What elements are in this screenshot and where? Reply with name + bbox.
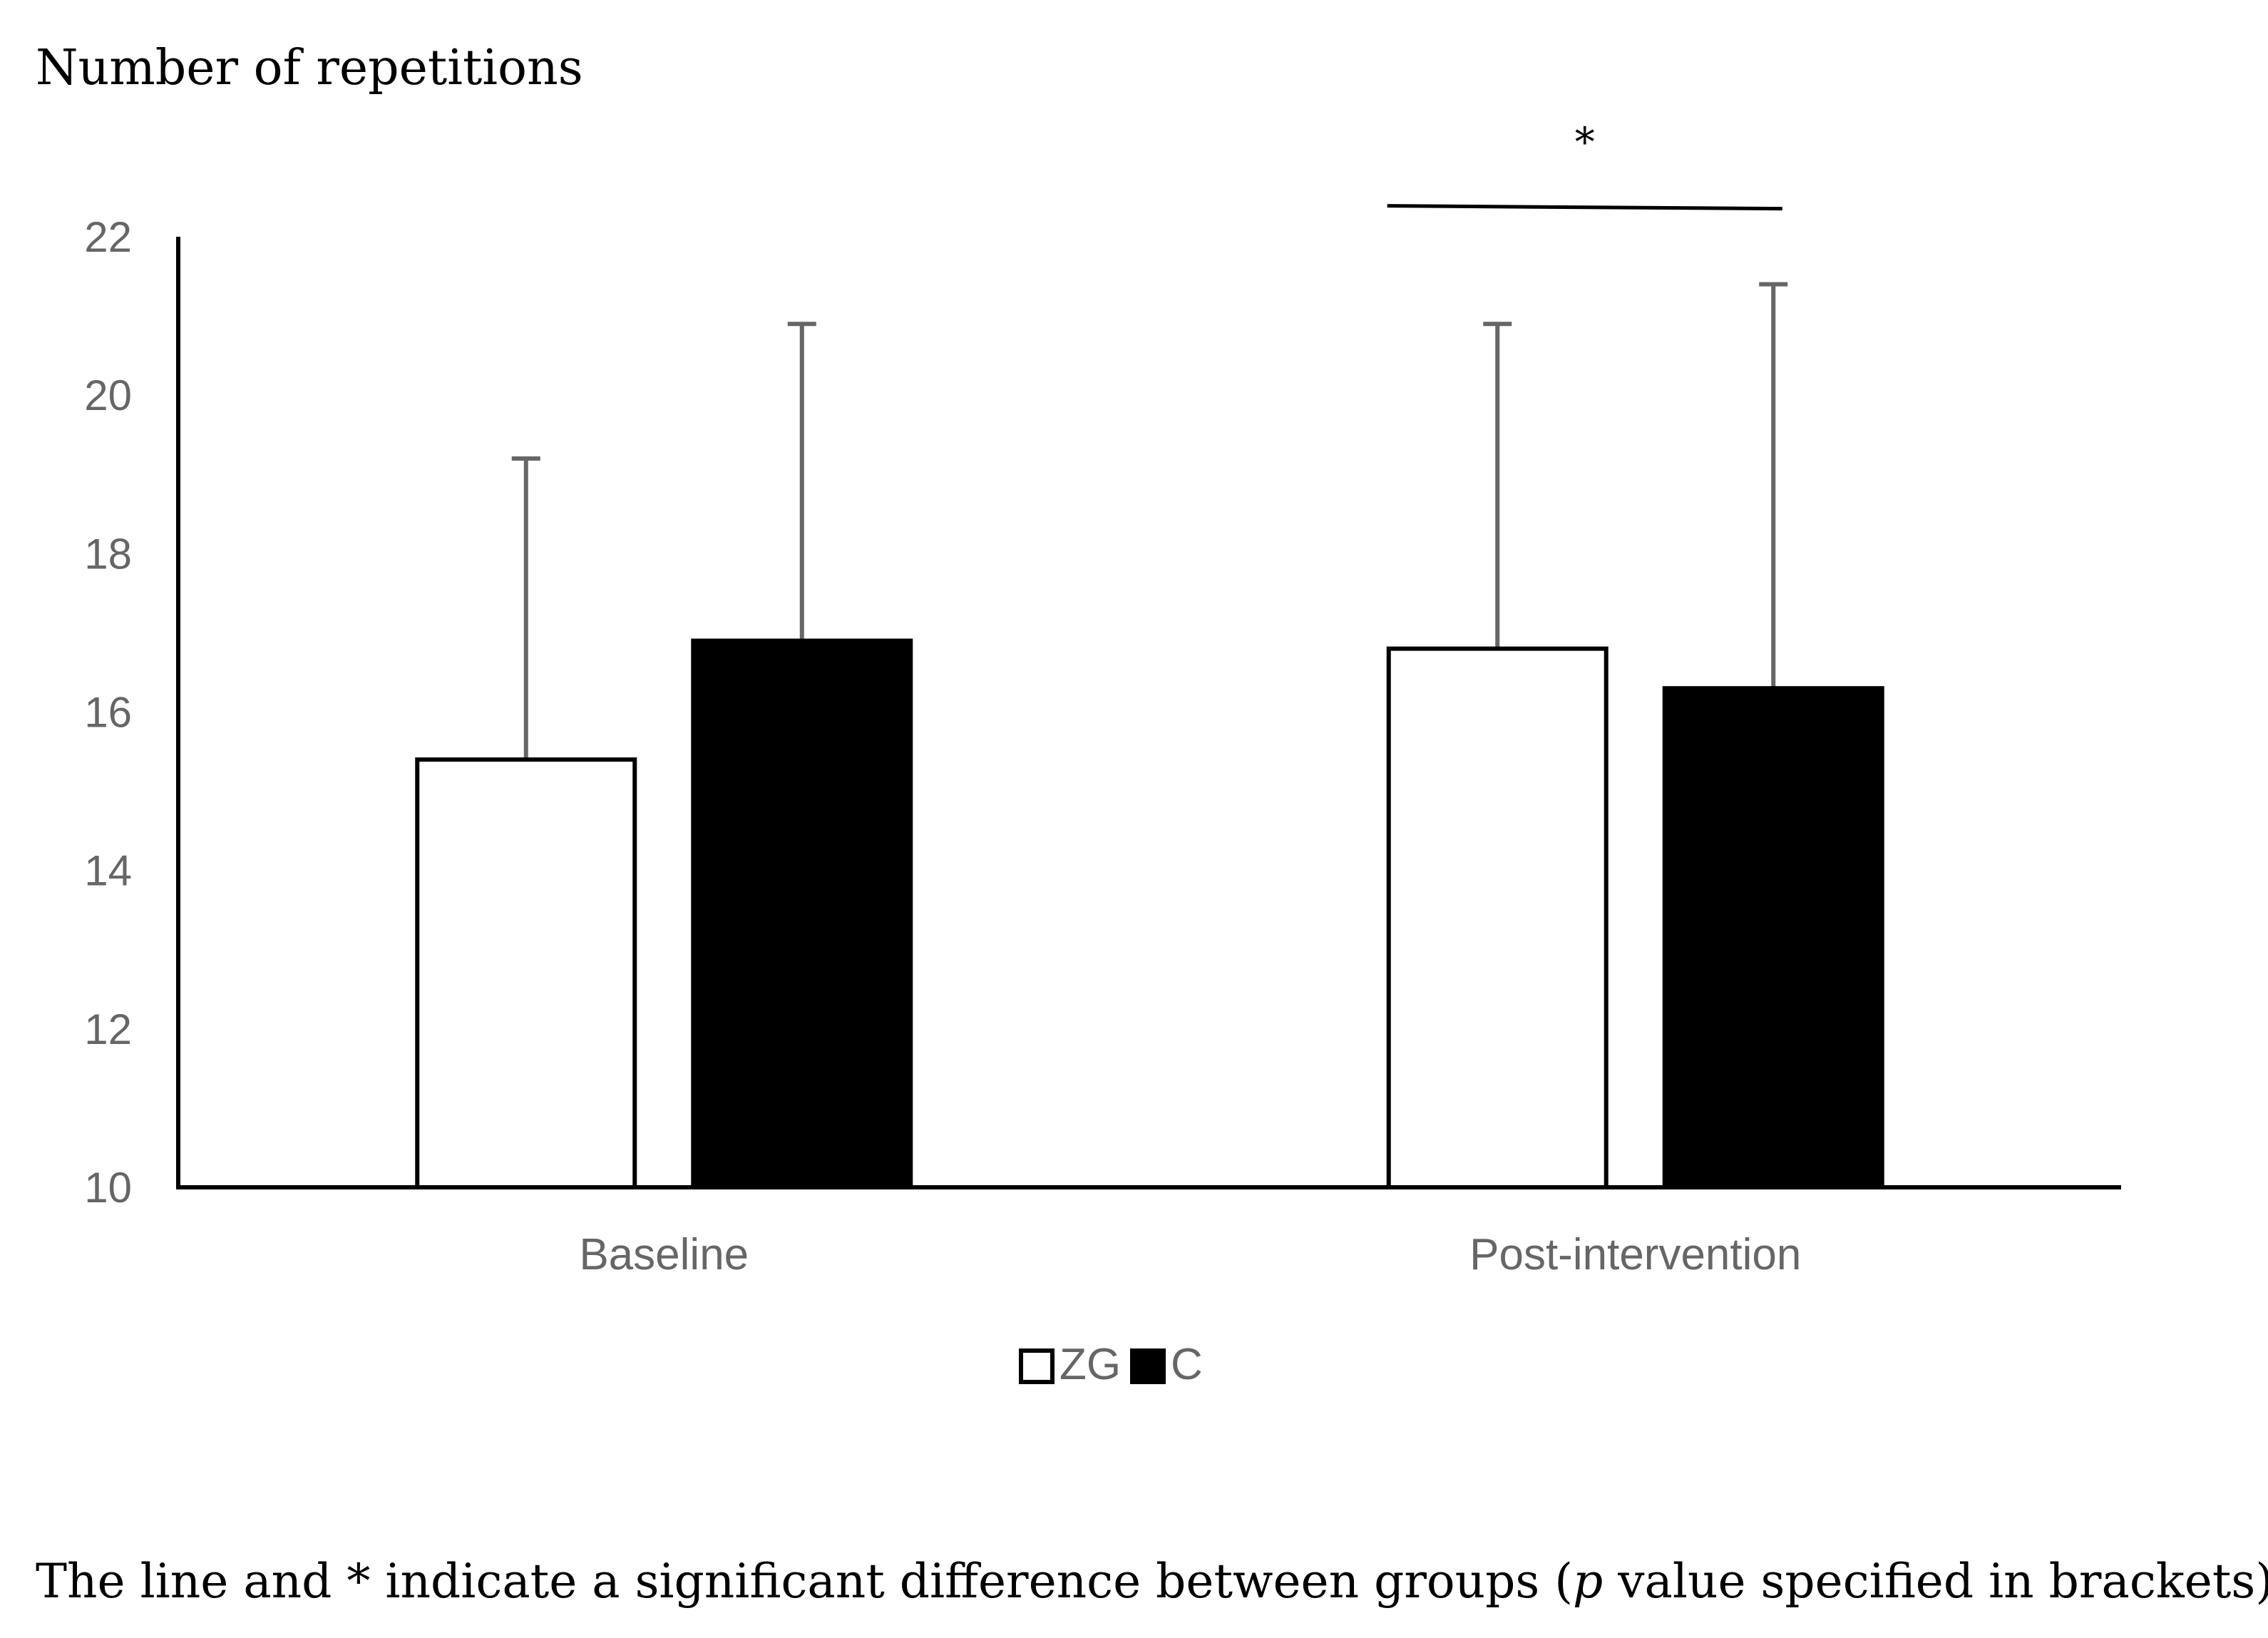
y-tick-label: 20	[84, 372, 132, 419]
y-tick-label: 18	[84, 530, 132, 578]
x-tick-label: Post-intervention	[1469, 1230, 1801, 1279]
caption-text-after: value specified in brackets).	[1603, 1554, 2268, 1609]
y-tick-label: 22	[84, 213, 132, 261]
bar-zg-baseline	[415, 757, 637, 1189]
legend-label-zg: ZG	[1059, 1340, 1121, 1389]
significance-marker: *	[1575, 120, 1595, 166]
y-axis-title: Number of repetitions	[36, 40, 583, 96]
x-tick-label: Baseline	[579, 1230, 749, 1279]
caption-text-before: The line and * indicate a significant di…	[36, 1554, 1573, 1609]
legend-label-c: C	[1171, 1340, 1203, 1389]
y-tick-label: 14	[84, 847, 132, 895]
significance-line	[1387, 204, 1782, 211]
bar-zg-post-intervention	[1386, 646, 1608, 1189]
y-tick-label: 12	[84, 1005, 132, 1053]
bar-c-baseline	[691, 638, 913, 1189]
y-tick-label: 10	[84, 1164, 132, 1212]
y-tick-label: 16	[84, 689, 132, 737]
legend-swatch-zg	[1019, 1348, 1055, 1384]
caption-italic-p: p	[1573, 1554, 1603, 1609]
legend-swatch-c	[1130, 1348, 1166, 1384]
bar-c-post-intervention	[1662, 686, 1884, 1189]
figure-caption: The line and * indicate a significant di…	[36, 1554, 2268, 1609]
